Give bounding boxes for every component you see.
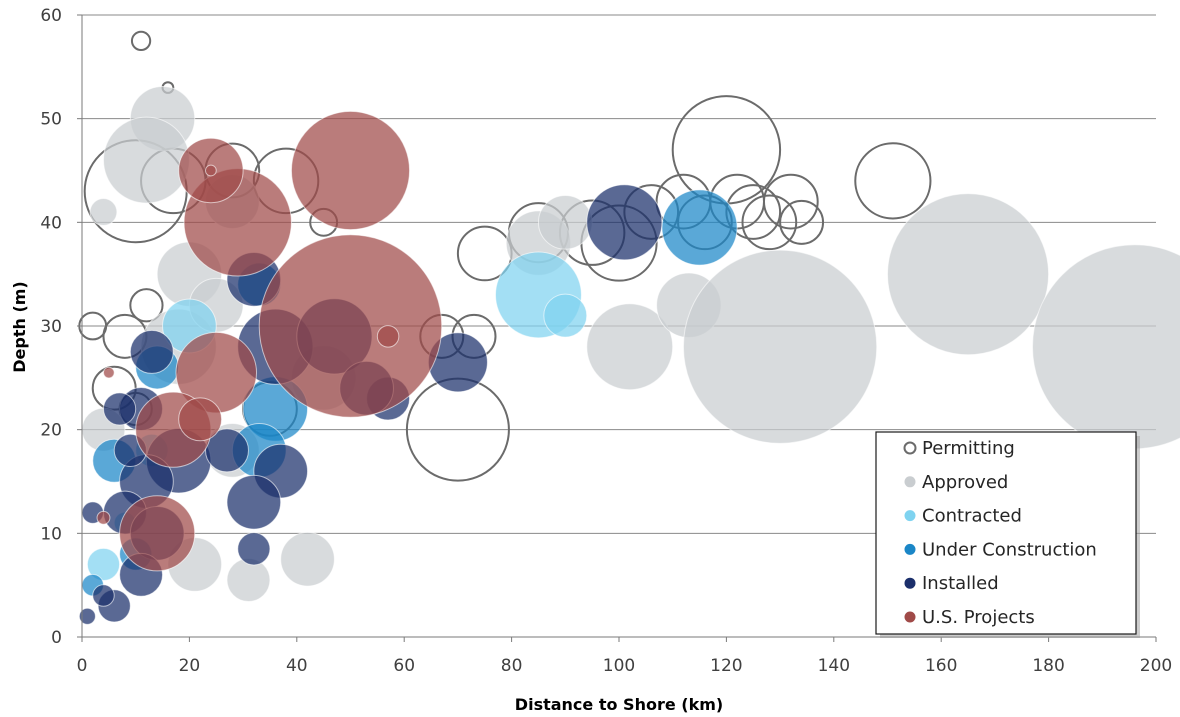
- y-tick-30: 30: [40, 317, 62, 337]
- bubble-layer: [78, 30, 1180, 625]
- bubble-u-s-projects-0: [290, 110, 411, 231]
- legend-label-u-s-projects: U.S. Projects: [922, 607, 1035, 628]
- bubble-installed-18: [102, 392, 137, 426]
- legend-label-approved: Approved: [922, 472, 1008, 493]
- y-tick-20: 20: [40, 421, 62, 441]
- y-tick-10: 10: [40, 524, 62, 544]
- bubble-installed-0: [586, 184, 663, 261]
- bubble-u-s-projects-8: [102, 366, 115, 379]
- bubble-contracted-2: [543, 293, 588, 338]
- legend-label-under-construction: Under Construction: [922, 539, 1097, 560]
- bubble-installed-22: [78, 607, 96, 625]
- legend-marker-permitting: [903, 441, 917, 455]
- y-tick-50: 50: [40, 110, 62, 130]
- x-tick-140: 140: [818, 656, 850, 676]
- x-tick-180: 180: [1032, 656, 1064, 676]
- x-tick-0: 0: [77, 656, 88, 676]
- bubble-installed-10: [129, 329, 174, 374]
- x-tick-40: 40: [286, 656, 308, 676]
- bubble-installed-19: [205, 428, 249, 473]
- bubble-permitting-0: [130, 30, 152, 52]
- x-tick-160: 160: [925, 656, 957, 676]
- legend-box: [875, 431, 1137, 635]
- bubble-installed-20: [92, 584, 115, 607]
- legend-marker-contracted: [904, 510, 916, 522]
- bubble-approved-19: [1032, 244, 1180, 450]
- bubble-approved-1: [102, 116, 190, 204]
- legend-label-contracted: Contracted: [922, 506, 1022, 527]
- x-tick-100: 100: [603, 656, 635, 676]
- x-tick-200: 200: [1140, 656, 1172, 676]
- bubble-approved-11: [226, 558, 271, 602]
- x-tick-120: 120: [710, 656, 742, 676]
- bubble-permitting-27: [779, 199, 825, 245]
- bubble-permitting-9: [129, 288, 164, 323]
- bubble-u-s-projects-6: [178, 397, 223, 442]
- bubble-u-s-projects-9: [96, 510, 111, 525]
- y-tick-40: 40: [40, 213, 62, 233]
- bubble-approved-2: [89, 198, 118, 226]
- bubble-permitting-28: [854, 142, 932, 220]
- y-tick-labels: 0 10 20 30 40 50 60: [40, 6, 82, 648]
- bubble-u-s-projects-7: [119, 495, 196, 572]
- bubble-u-s-projects-11: [205, 164, 217, 177]
- y-tick-0: 0: [51, 628, 62, 648]
- bubble-u-s-projects-1: [258, 234, 443, 418]
- bubble-approved-15: [586, 303, 674, 391]
- bubble-permitting-26: [762, 173, 819, 230]
- bubble-installed-8: [226, 474, 282, 530]
- legend-label-permitting: Permitting: [922, 438, 1015, 459]
- x-tick-80: 80: [501, 656, 523, 676]
- legend-marker-installed: [904, 577, 916, 589]
- bubble-installed-9: [237, 532, 271, 566]
- x-axis-title: Distance to Shore (km): [515, 695, 723, 714]
- x-tick-labels: 0 20 40 60 80 100 120 140 160 180 200: [77, 637, 1172, 676]
- legend-marker-u-s-projects: [904, 611, 916, 623]
- legend: Permitting Approved Contracted Under Constr…: [875, 431, 1140, 638]
- bubble-under-construction-0: [661, 189, 738, 266]
- legend-marker-under-construction: [904, 543, 916, 555]
- legend-label-installed: Installed: [922, 573, 999, 594]
- bubble-approved-18: [887, 193, 1050, 356]
- bubble-permitting-25: [741, 194, 798, 251]
- x-tick-20: 20: [179, 656, 201, 676]
- bubble-contracted-3: [86, 547, 121, 582]
- bubble-approved-17: [682, 249, 878, 444]
- x-tick-60: 60: [393, 656, 415, 676]
- bubble-u-s-projects-10: [376, 325, 400, 348]
- y-axis-title: Depth (m): [10, 281, 29, 373]
- legend-marker-approved: [904, 476, 916, 488]
- y-tick-60: 60: [40, 6, 62, 26]
- bubble-approved-12: [280, 531, 335, 587]
- bubble-approved-14: [537, 194, 593, 250]
